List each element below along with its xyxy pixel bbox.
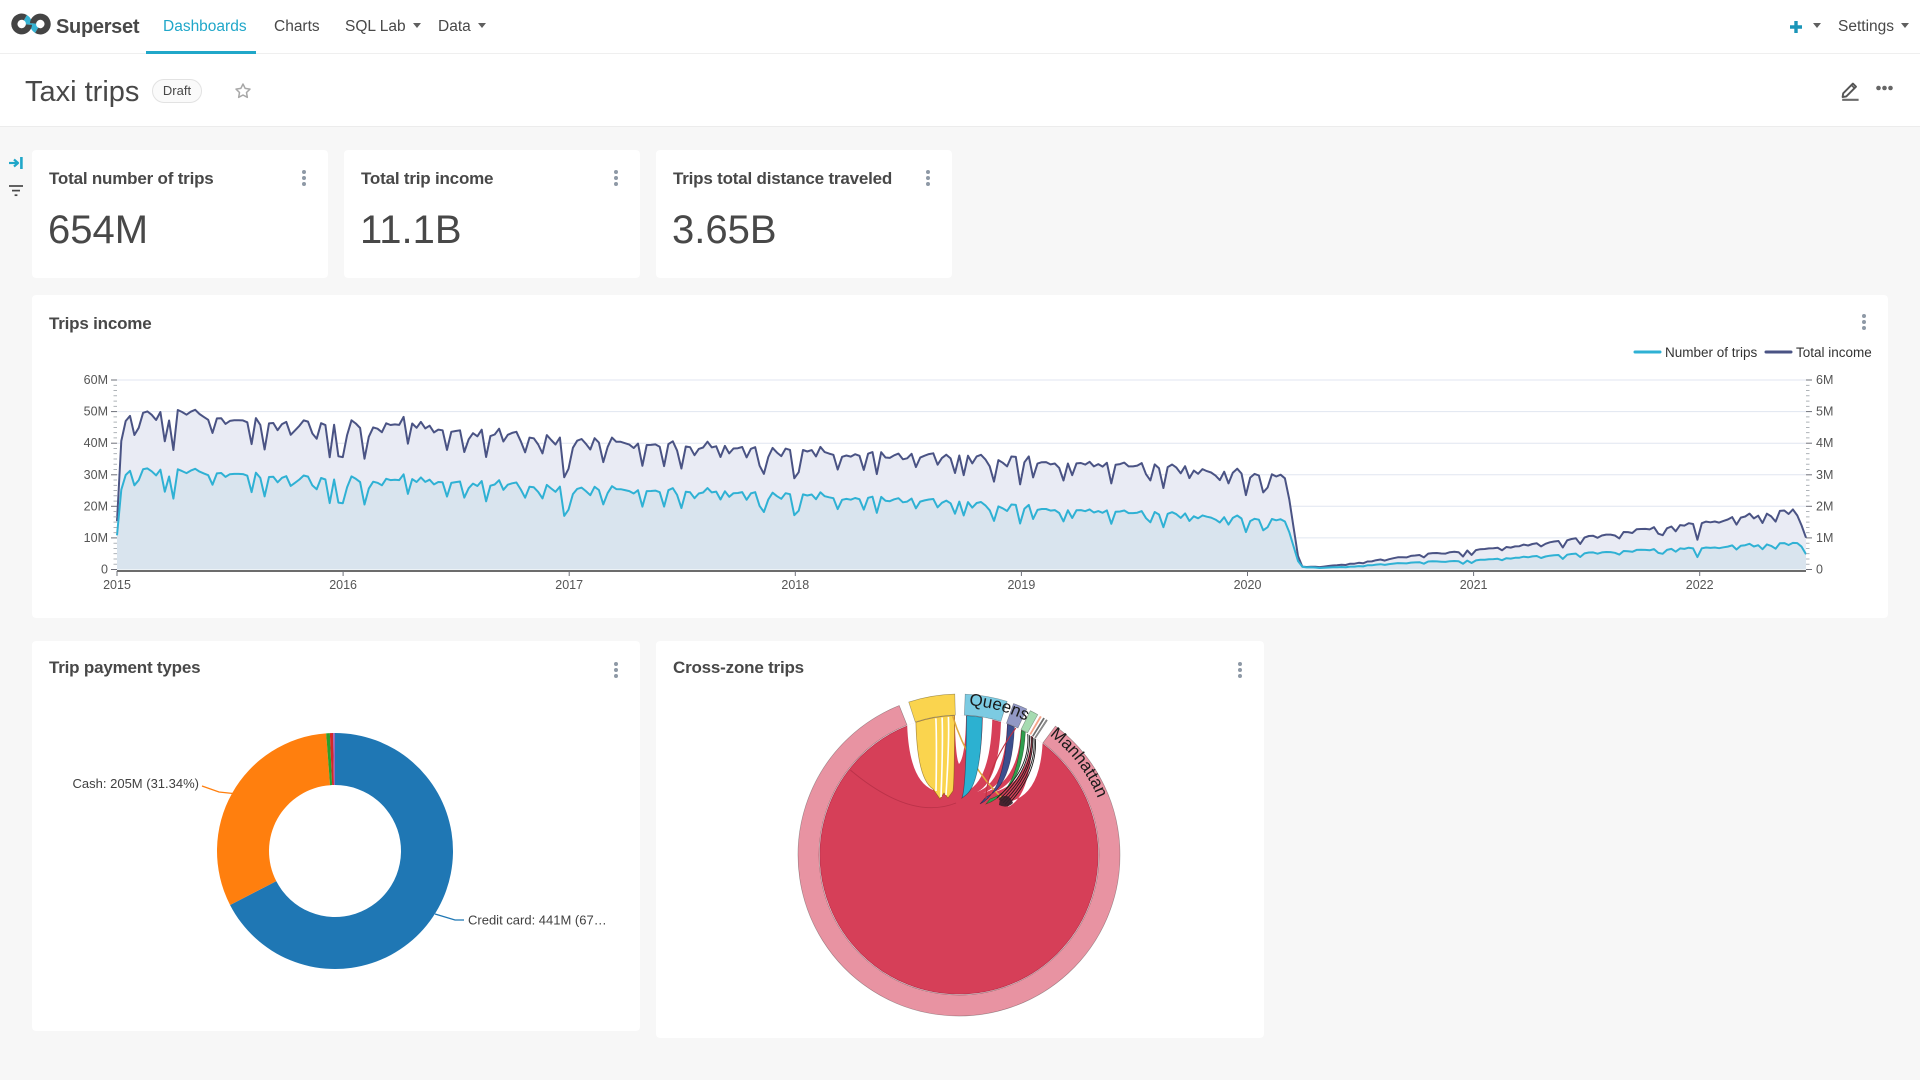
svg-text:Credit card: 441M (67…: Credit card: 441M (67…: [468, 913, 607, 928]
svg-text:1M: 1M: [1816, 531, 1833, 545]
svg-text:6M: 6M: [1816, 373, 1833, 387]
svg-text:60M: 60M: [84, 373, 108, 387]
svg-text:50M: 50M: [84, 405, 108, 419]
svg-text:5M: 5M: [1816, 405, 1833, 419]
svg-text:3M: 3M: [1816, 468, 1833, 482]
svg-text:2015: 2015: [103, 578, 131, 592]
svg-text:0: 0: [1816, 563, 1823, 577]
svg-text:Number of trips: Number of trips: [1665, 345, 1758, 360]
svg-text:2018: 2018: [781, 578, 809, 592]
svg-text:Total income: Total income: [1796, 345, 1872, 360]
svg-text:2017: 2017: [555, 578, 583, 592]
svg-text:0: 0: [101, 563, 108, 577]
svg-text:Cash: 205M (31.34%): Cash: 205M (31.34%): [73, 776, 199, 791]
svg-text:2019: 2019: [1007, 578, 1035, 592]
svg-text:2021: 2021: [1460, 578, 1488, 592]
svg-text:2M: 2M: [1816, 499, 1833, 513]
svg-text:20M: 20M: [84, 499, 108, 513]
svg-text:2016: 2016: [329, 578, 357, 592]
svg-text:30M: 30M: [84, 468, 108, 482]
svg-text:4M: 4M: [1816, 436, 1833, 450]
svg-text:10M: 10M: [84, 531, 108, 545]
svg-text:40M: 40M: [84, 436, 108, 450]
svg-text:2022: 2022: [1686, 578, 1714, 592]
svg-text:2020: 2020: [1234, 578, 1262, 592]
